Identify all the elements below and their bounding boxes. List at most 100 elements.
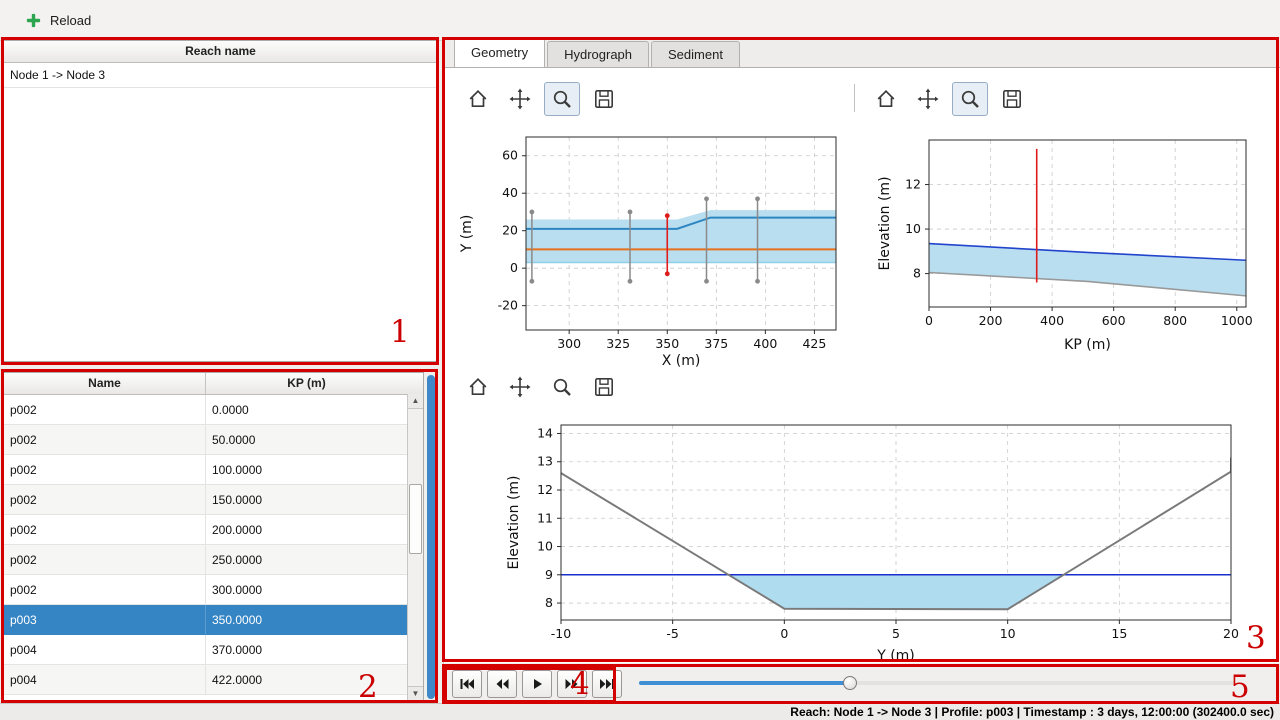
table-scrollbar[interactable]: ▲ ▼ xyxy=(407,394,423,701)
cell-kp[interactable]: 0.0000 xyxy=(206,395,407,425)
svg-text:0: 0 xyxy=(925,313,933,328)
pan-button[interactable] xyxy=(502,370,538,404)
cell-name[interactable]: p002 xyxy=(4,395,206,425)
profile-table-body: p002 0.0000 p002 50.0000 p002 100.0000 p002 150… xyxy=(4,395,423,695)
pane-scrollbar[interactable] xyxy=(427,375,435,699)
cell-name[interactable]: p002 xyxy=(4,455,206,485)
toolbar-separator xyxy=(854,84,855,112)
forward-button[interactable] xyxy=(557,670,587,698)
cell-name[interactable]: p003 xyxy=(4,605,206,635)
table-row[interactable]: p004 370.0000 xyxy=(4,635,423,665)
svg-text:0: 0 xyxy=(780,626,788,641)
table-row[interactable]: p002 200.0000 xyxy=(4,515,423,545)
svg-text:-10: -10 xyxy=(551,626,571,641)
slider-track[interactable] xyxy=(639,681,1234,685)
home-button[interactable] xyxy=(460,82,496,116)
longitudinal-profile-chart[interactable]: 0 200 400 600 800 1000 8 10 12 KP (m) Elevation (m… xyxy=(863,125,1279,373)
scroll-down-icon[interactable]: ▼ xyxy=(408,686,423,701)
pan-button[interactable] xyxy=(502,82,538,116)
play-icon xyxy=(534,679,542,689)
cell-kp[interactable]: 350.0000 xyxy=(206,605,407,635)
zoom-button[interactable] xyxy=(544,82,580,116)
scroll-up-icon[interactable]: ▲ xyxy=(408,394,423,409)
play-button[interactable] xyxy=(522,670,552,698)
table-row[interactable]: p002 150.0000 xyxy=(4,485,423,515)
save-icon xyxy=(594,89,613,108)
column-header-name[interactable]: Name xyxy=(4,373,206,394)
cell-name[interactable]: p004 xyxy=(4,665,206,695)
svg-text:10: 10 xyxy=(1000,626,1016,641)
table-row[interactable]: p002 0.0000 xyxy=(4,395,423,425)
table-row[interactable]: p003 350.0000 xyxy=(4,605,423,635)
cell-kp[interactable]: 50.0000 xyxy=(206,425,407,455)
scrollbar-thumb[interactable] xyxy=(409,484,422,554)
svg-text:9: 9 xyxy=(545,567,553,582)
cell-kp[interactable]: 150.0000 xyxy=(206,485,407,515)
cell-name[interactable]: p002 xyxy=(4,425,206,455)
table-row[interactable]: p004 422.0000 xyxy=(4,665,423,695)
svg-text:10: 10 xyxy=(905,221,921,236)
table-row[interactable]: p002 300.0000 xyxy=(4,575,423,605)
home-button[interactable] xyxy=(868,82,904,116)
svg-text:60: 60 xyxy=(502,148,518,163)
table-row[interactable]: p002 50.0000 xyxy=(4,425,423,455)
svg-text:8: 8 xyxy=(913,266,921,281)
tab-sediment[interactable]: Sediment xyxy=(651,41,740,67)
cell-kp[interactable]: 100.0000 xyxy=(206,455,407,485)
save-icon xyxy=(1002,89,1021,108)
timestep-slider[interactable] xyxy=(639,675,1234,691)
cross-section-chart[interactable]: -10 -5 0 5 10 15 20 8 9 10 11 12 13 14 Y (m) Elevation … xyxy=(456,410,1256,663)
cell-name[interactable]: p002 xyxy=(4,485,206,515)
skip-first-button[interactable] xyxy=(452,670,482,698)
cell-name[interactable]: p004 xyxy=(4,635,206,665)
svg-text:12: 12 xyxy=(537,482,553,497)
reload-label: Reload xyxy=(50,12,92,28)
cell-name[interactable]: p002 xyxy=(4,515,206,545)
forward-icon xyxy=(565,679,578,689)
pan-icon xyxy=(917,88,939,110)
svg-text:300: 300 xyxy=(557,336,581,351)
save-icon xyxy=(594,377,613,396)
cell-kp[interactable]: 370.0000 xyxy=(206,635,407,665)
home-button[interactable] xyxy=(460,370,496,404)
skip-first-icon xyxy=(460,679,474,689)
svg-text:14: 14 xyxy=(537,425,553,440)
svg-text:12: 12 xyxy=(905,177,921,192)
reach-list-panel: Reach name Node 1 -> Node 3 xyxy=(3,40,438,362)
svg-text:200: 200 xyxy=(979,313,1003,328)
svg-text:400: 400 xyxy=(1040,313,1064,328)
svg-text:15: 15 xyxy=(1111,626,1127,641)
reach-list-header: Reach name xyxy=(4,41,437,63)
skip-last-button[interactable] xyxy=(592,670,622,698)
svg-text:375: 375 xyxy=(704,336,728,351)
cell-kp[interactable]: 300.0000 xyxy=(206,575,407,605)
save-button[interactable] xyxy=(994,82,1030,116)
cell-kp[interactable]: 200.0000 xyxy=(206,515,407,545)
cell-name[interactable]: p002 xyxy=(4,545,206,575)
plan-view-chart[interactable]: 300 325 350 375 400 425 -20 0 20 40 60 X (m) Y (m) xyxy=(454,125,866,373)
svg-text:800: 800 xyxy=(1163,313,1187,328)
tab-geometry[interactable]: Geometry xyxy=(454,38,546,67)
svg-text:600: 600 xyxy=(1102,313,1126,328)
rewind-button[interactable] xyxy=(487,670,517,698)
column-header-kp[interactable]: KP (m) xyxy=(287,376,326,390)
tab-hydrograph[interactable]: Hydrograph xyxy=(547,41,650,67)
cell-kp[interactable]: 422.0000 xyxy=(206,665,407,695)
profile-table-header: Name KP (m) xyxy=(4,373,423,395)
reach-list-item[interactable]: Node 1 -> Node 3 xyxy=(4,63,437,88)
table-row[interactable]: p002 250.0000 xyxy=(4,545,423,575)
svg-text:425: 425 xyxy=(802,336,826,351)
playback-buttons xyxy=(452,670,622,698)
save-button[interactable] xyxy=(586,370,622,404)
cell-kp[interactable]: 250.0000 xyxy=(206,545,407,575)
save-button[interactable] xyxy=(586,82,622,116)
table-row[interactable]: p002 100.0000 xyxy=(4,455,423,485)
reload-button[interactable]: Reload xyxy=(18,7,99,33)
zoom-button[interactable] xyxy=(544,370,580,404)
profile-table-panel: Name KP (m) p002 0.0000 p002 50.0000 p002 100… xyxy=(3,372,424,702)
pan-button[interactable] xyxy=(910,82,946,116)
cell-name[interactable]: p002 xyxy=(4,575,206,605)
zoom-button[interactable] xyxy=(952,82,988,116)
slider-handle[interactable] xyxy=(843,676,858,690)
svg-text:20: 20 xyxy=(502,223,518,238)
